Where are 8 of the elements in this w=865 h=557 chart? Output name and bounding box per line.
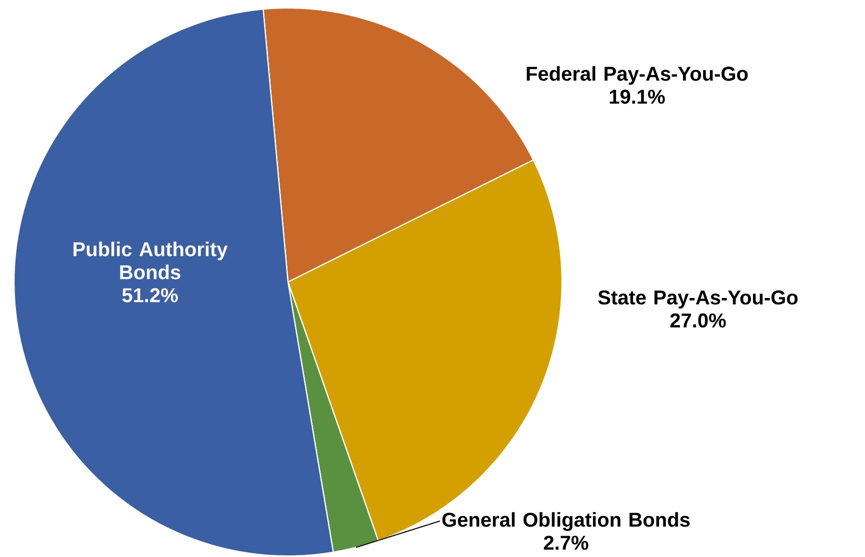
slice-label: State Pay-As-You-Go [598,290,798,309]
slice-label: Federal Pay-As-You-Go [526,66,748,85]
slice-label: General Obligation Bonds [442,512,690,531]
data-label: 19.1% [610,90,665,104]
data-label: 2.7% [544,536,588,550]
slice-label: Public Authority Bonds [74,242,228,280]
data-label: 27.0% [670,313,726,328]
data-label: 51.2% [122,288,178,302]
